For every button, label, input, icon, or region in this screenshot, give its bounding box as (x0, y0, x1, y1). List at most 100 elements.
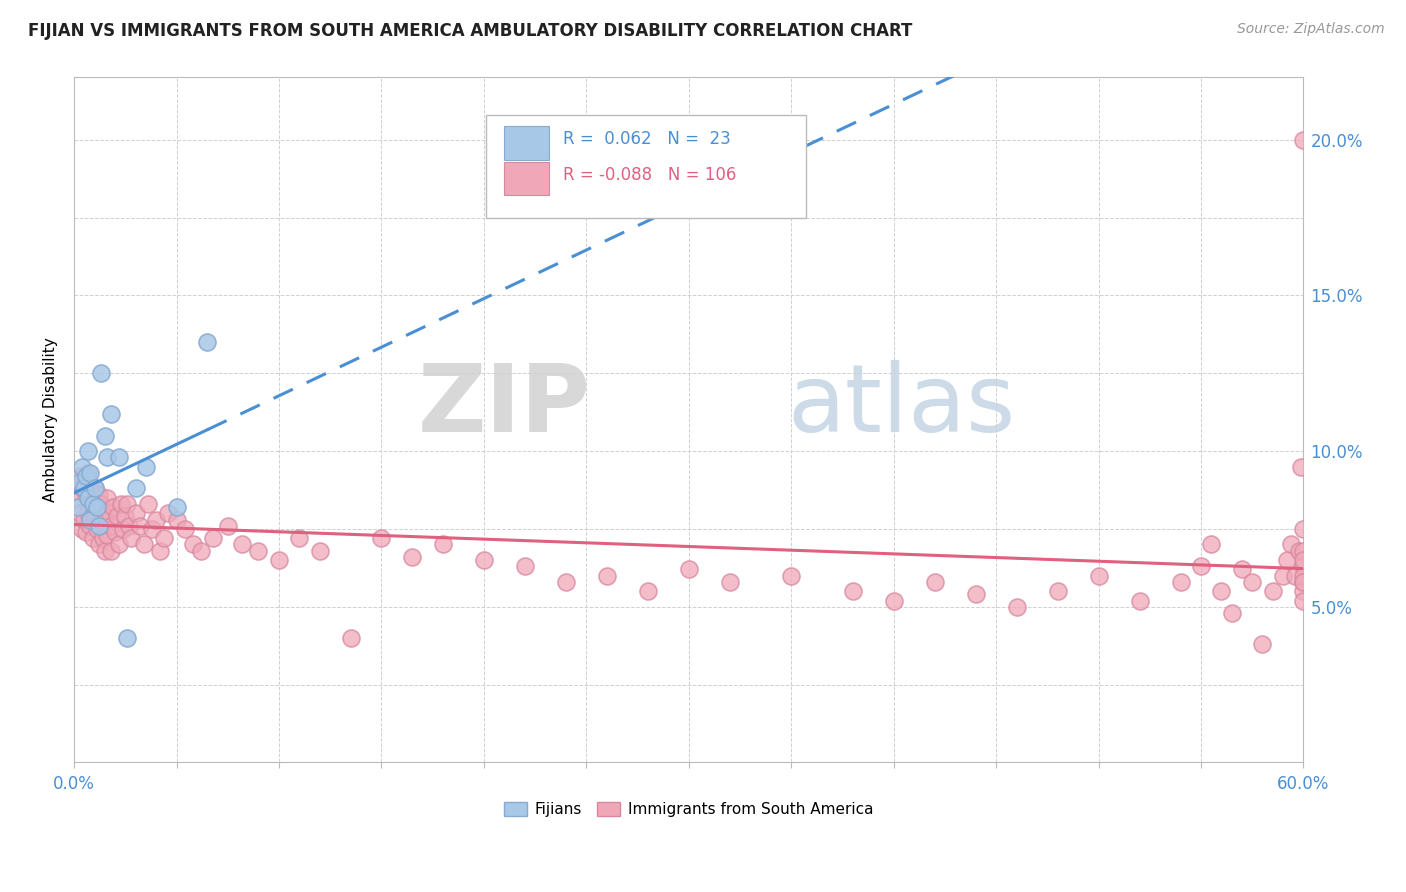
Text: Source: ZipAtlas.com: Source: ZipAtlas.com (1237, 22, 1385, 37)
Point (136, 497, 159, 511)
Point (217, 518, 239, 533)
Point (79, 478, 101, 492)
Point (94, 509, 117, 524)
Point (339, 631, 361, 645)
Point (100, 543, 122, 558)
Point (370, 531, 392, 545)
Point (1251, 637, 1274, 651)
Point (309, 543, 332, 558)
Point (596, 568, 619, 582)
Point (96, 528, 118, 542)
Point (1261, 584, 1284, 599)
Point (841, 584, 863, 599)
Point (90, 512, 112, 526)
Point (108, 450, 131, 465)
Point (77, 444, 100, 458)
Text: ZIP: ZIP (418, 360, 591, 452)
Point (91, 531, 114, 545)
Point (118, 518, 141, 533)
Point (1292, 568, 1315, 582)
Point (124, 506, 146, 520)
Point (1230, 562, 1253, 576)
Point (128, 518, 150, 533)
Point (82, 497, 104, 511)
Text: atlas: atlas (787, 360, 1015, 452)
Point (1292, 574, 1315, 589)
Point (153, 531, 176, 545)
Point (87, 518, 110, 533)
Point (69, 475, 91, 490)
Point (83, 482, 105, 496)
Point (1292, 133, 1315, 147)
Point (247, 543, 270, 558)
Point (202, 531, 225, 545)
Point (75, 469, 97, 483)
Point (90, 497, 112, 511)
Point (1128, 593, 1150, 607)
Point (1170, 574, 1192, 589)
Point (472, 553, 495, 567)
Point (114, 509, 136, 524)
Point (97, 506, 120, 520)
Point (75, 524, 97, 539)
Point (67, 491, 90, 505)
Point (132, 537, 155, 551)
Point (101, 500, 124, 515)
Point (1241, 574, 1264, 589)
Point (96, 491, 118, 505)
Point (77, 506, 100, 520)
Point (100, 407, 122, 421)
Point (166, 512, 188, 526)
Point (124, 482, 146, 496)
Point (1292, 522, 1315, 536)
Point (73, 512, 96, 526)
Point (141, 522, 163, 536)
Point (121, 531, 143, 545)
Point (554, 574, 576, 589)
Point (173, 522, 195, 536)
Point (432, 537, 454, 551)
Point (79, 466, 101, 480)
Point (96, 450, 118, 465)
Point (117, 497, 139, 511)
Point (149, 543, 172, 558)
Y-axis label: Ambulatory Disability: Ambulatory Disability (44, 337, 58, 502)
Point (100, 518, 122, 533)
Point (79, 512, 101, 526)
Point (73, 475, 96, 490)
Point (157, 506, 180, 520)
Legend: Fijians, Immigrants from South America: Fijians, Immigrants from South America (498, 796, 880, 823)
Point (83, 482, 105, 496)
Point (1292, 553, 1315, 567)
Point (1292, 584, 1315, 599)
Point (67, 500, 90, 515)
Point (72, 459, 94, 474)
Point (780, 568, 803, 582)
Point (94, 428, 117, 442)
Point (190, 543, 212, 558)
Point (1291, 459, 1313, 474)
Point (1087, 568, 1109, 582)
Point (513, 559, 536, 574)
Point (87, 488, 110, 502)
Point (1005, 599, 1028, 614)
Point (86, 522, 108, 536)
Point (1279, 537, 1302, 551)
Point (1292, 543, 1315, 558)
Point (79, 518, 101, 533)
Point (145, 512, 167, 526)
Point (1271, 568, 1294, 582)
Point (73, 482, 96, 496)
Point (678, 562, 700, 576)
Point (181, 537, 204, 551)
Point (75, 488, 97, 502)
Point (231, 537, 253, 551)
Text: FIJIAN VS IMMIGRANTS FROM SOUTH AMERICA AMBULATORY DISABILITY CORRELATION CHART: FIJIAN VS IMMIGRANTS FROM SOUTH AMERICA … (28, 22, 912, 40)
Point (1275, 553, 1298, 567)
Point (924, 574, 946, 589)
Point (1292, 559, 1315, 574)
Point (1046, 584, 1069, 599)
FancyBboxPatch shape (486, 115, 806, 218)
Point (86, 500, 108, 515)
Point (883, 593, 905, 607)
